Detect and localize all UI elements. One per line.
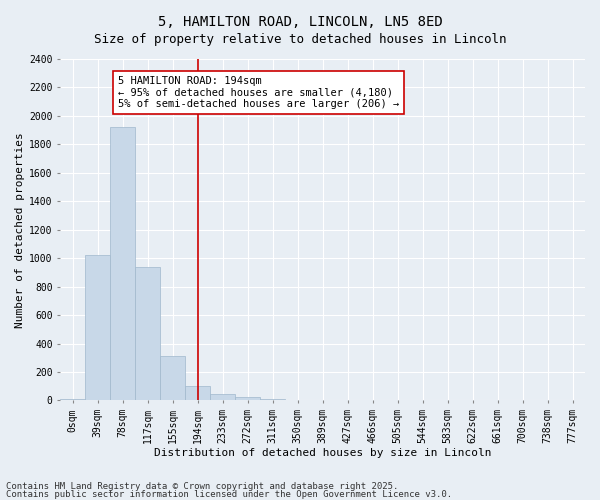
Text: 5, HAMILTON ROAD, LINCOLN, LN5 8ED: 5, HAMILTON ROAD, LINCOLN, LN5 8ED — [158, 15, 442, 29]
Text: 5 HAMILTON ROAD: 194sqm
← 95% of detached houses are smaller (4,180)
5% of semi-: 5 HAMILTON ROAD: 194sqm ← 95% of detache… — [118, 76, 399, 110]
Bar — [61, 399, 85, 400]
Bar — [210, 394, 235, 400]
Text: Contains HM Land Registry data © Crown copyright and database right 2025.: Contains HM Land Registry data © Crown c… — [6, 482, 398, 491]
Bar — [185, 386, 210, 400]
Bar — [260, 399, 285, 400]
Text: Size of property relative to detached houses in Lincoln: Size of property relative to detached ho… — [94, 32, 506, 46]
Bar — [160, 356, 185, 401]
Text: Contains public sector information licensed under the Open Government Licence v3: Contains public sector information licen… — [6, 490, 452, 499]
Bar — [135, 268, 160, 400]
Bar — [235, 398, 260, 400]
Bar — [110, 128, 135, 400]
X-axis label: Distribution of detached houses by size in Lincoln: Distribution of detached houses by size … — [154, 448, 491, 458]
Y-axis label: Number of detached properties: Number of detached properties — [15, 132, 25, 328]
Bar — [85, 254, 110, 400]
